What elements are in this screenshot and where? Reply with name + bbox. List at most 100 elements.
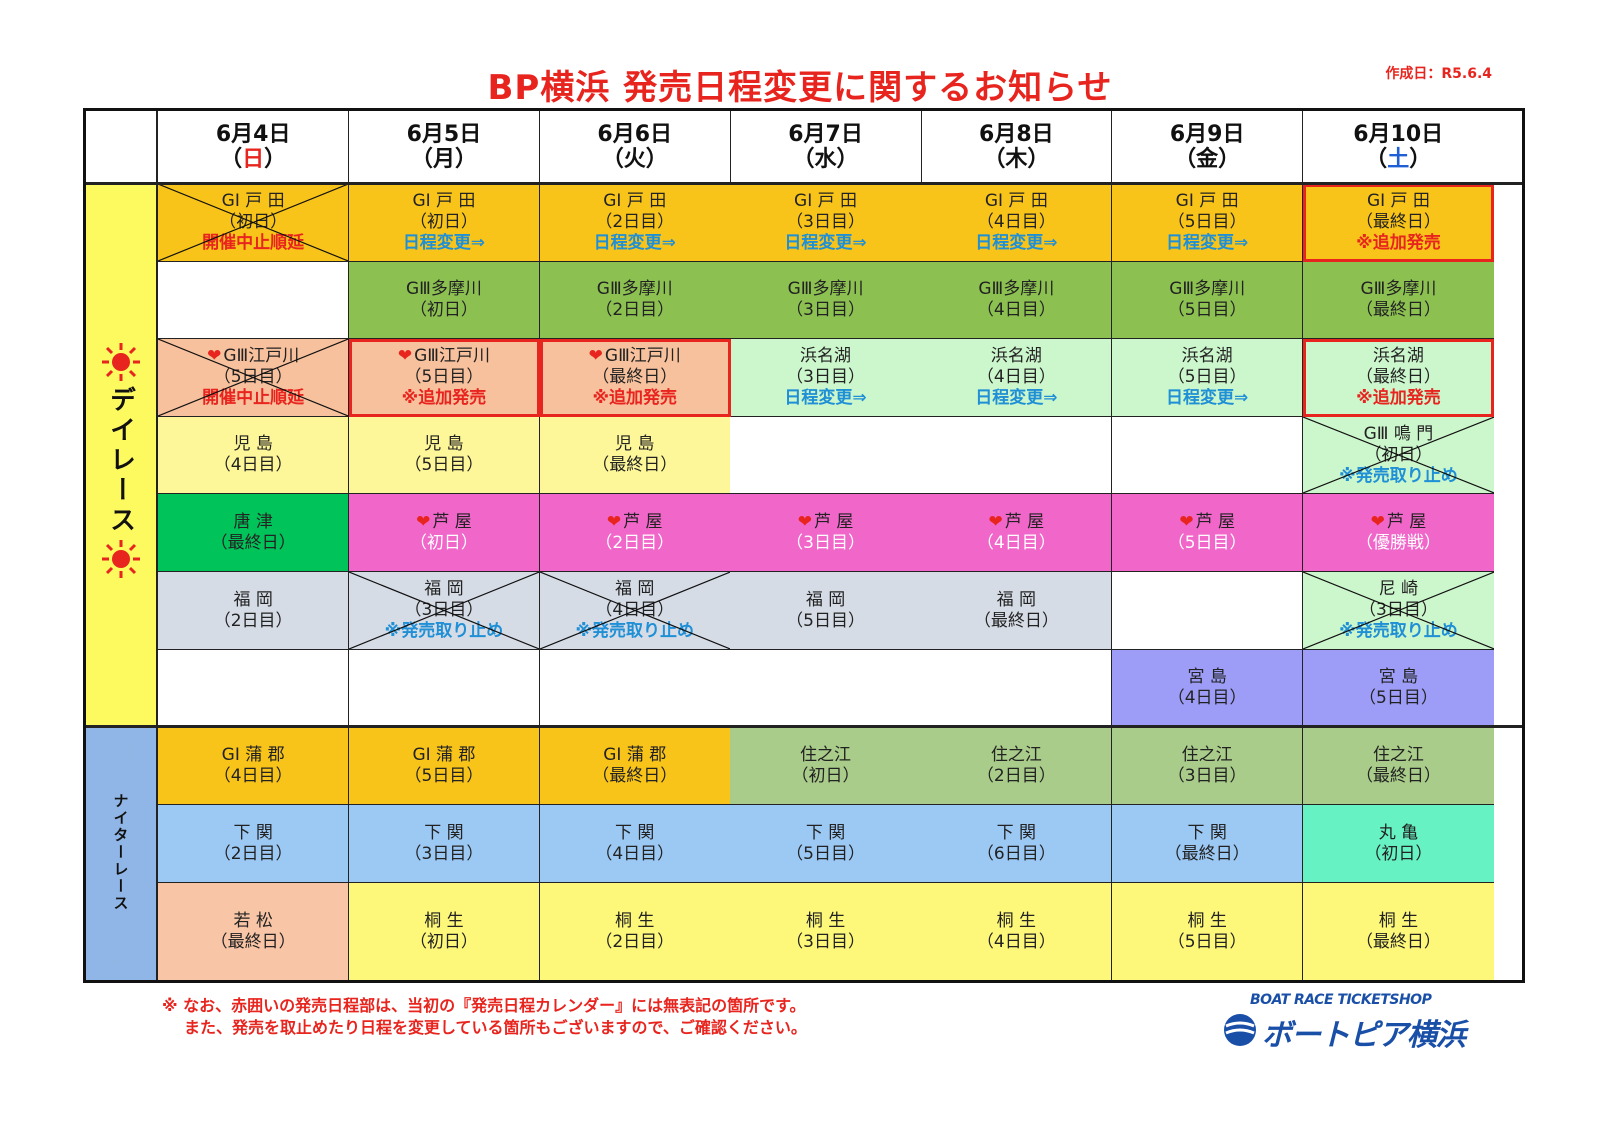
logo-tagline: BOAT RACE TICKETSHOP — [1250, 992, 1432, 1008]
venue-name: 下 関 — [806, 823, 845, 844]
race-day: （4日目） — [976, 212, 1056, 232]
venue-name-text: 芦 屋 — [1195, 511, 1235, 532]
race-cell: 尼 崎（3日目） ※発売取り止め — [1302, 572, 1495, 650]
venue-name-text: 浜名湖 — [1372, 346, 1424, 366]
venue-name: GⅠ 戸 田 — [412, 191, 475, 212]
race-day: （2日目） — [976, 765, 1056, 786]
race-day: （最終日） — [1164, 843, 1250, 864]
schedule-note: ※発売取り止め — [384, 621, 504, 641]
schedule-note: ※発売取り止め — [1339, 465, 1458, 486]
heart-icon: ❤ — [797, 511, 812, 532]
venue-name: ❤ 芦 屋 — [989, 512, 1045, 533]
race-day: （5日目） — [1167, 931, 1247, 952]
venue-name-text: GⅢ多摩川 — [978, 279, 1055, 299]
race-cell: GⅠ 戸 田（2日目） 日程変更⇒ — [539, 184, 731, 262]
empty-cell — [158, 650, 350, 727]
race-cell: 唐 津（最終日） — [158, 494, 350, 572]
race-day: （3日目） — [404, 600, 484, 620]
schedule-note: ※追加発売 — [1356, 233, 1441, 253]
race-day: （初日） — [409, 300, 478, 320]
race-day: （初日） — [791, 765, 860, 786]
race-cell: 下 関（4日目） — [539, 805, 731, 883]
venue-name-text: 芦 屋 — [1386, 511, 1427, 532]
venue-name-text: 福 岡 — [805, 589, 846, 610]
race-cell: 住之江 （最終日） — [1302, 727, 1495, 805]
race-day: （初日） — [409, 931, 478, 952]
race-cell: 児 島（4日目） — [158, 417, 350, 494]
schedule-note: ※追加発売 — [1356, 388, 1441, 408]
race-cell: 桐 生（初日） — [348, 883, 541, 980]
empty-cell — [921, 650, 1113, 727]
venue-name: 浜名湖 — [1182, 346, 1233, 367]
venue-name: ❤ GⅢ江戸川 — [589, 346, 681, 367]
race-day: （4日目） — [213, 765, 293, 786]
venue-name: ❤ GⅢ江戸川 — [207, 346, 299, 367]
race-cell: ❤ 芦 屋（優勝戦） — [1302, 494, 1495, 572]
venue-name: GⅢ多摩川 — [1360, 279, 1436, 300]
race-cell: GⅠ 戸 田（初日） 開催中止順延 — [158, 184, 350, 262]
race-cell: GⅠ 戸 田（4日目） 日程変更⇒ — [921, 184, 1113, 262]
race-day: （優勝戦） — [1355, 532, 1441, 553]
race-cell: ❤ GⅢ江戸川 （5日目） 開催中止順延 — [158, 339, 350, 417]
venue-name: 児 島 — [615, 434, 654, 455]
day-race-sidebar: デイレース — [86, 184, 158, 727]
weekday-char: 金 — [1196, 147, 1219, 172]
race-day: （3日目） — [1359, 600, 1438, 620]
venue-name: GⅢ多摩川 — [978, 279, 1054, 300]
day-date: 6月7日 — [788, 122, 863, 147]
race-day: （2日目） — [595, 931, 675, 952]
venue-name: 福 岡 — [615, 579, 654, 600]
venue-name-text: 児 島 — [424, 434, 464, 454]
venue-name-text: 児 島 — [233, 434, 273, 454]
schedule-note: ※追加発売 — [401, 388, 487, 408]
weekday-char: 月 — [432, 147, 455, 172]
venue-name: 住之江 — [991, 745, 1042, 766]
race-cell: ❤ 芦 屋（4日目） — [921, 494, 1113, 572]
race-day: （2日目） — [213, 843, 293, 864]
venue-name: GⅠ 戸 田 — [1176, 191, 1239, 212]
race-cell: 下 関（2日目） — [158, 805, 350, 883]
day-weekday: （日） — [220, 147, 287, 172]
race-cell: 宮 島（5日目） — [1302, 650, 1495, 727]
race-cell: 桐 生（5日目） — [1112, 883, 1304, 980]
race-cell: GⅢ多摩川 （3日目） — [730, 262, 922, 339]
day-date: 6月9日 — [1169, 122, 1245, 147]
heart-icon: ❤ — [207, 346, 222, 366]
race-day: （5日目） — [1167, 212, 1247, 232]
venue-name: 桐 生 — [997, 911, 1036, 932]
venue-name: GⅢ多摩川 — [1169, 279, 1245, 300]
race-cell: 福 岡（最終日） — [921, 572, 1113, 650]
race-cell: 児 島（5日目） — [348, 417, 541, 494]
race-day: （4日目） — [976, 532, 1056, 553]
wave-logo-icon — [1224, 1014, 1256, 1046]
venue-name-text: 尼 崎 — [1378, 579, 1419, 599]
race-day: （初日） — [409, 212, 478, 232]
race-day: （5日目） — [1167, 300, 1247, 320]
race-cell: 福 岡（3日目） ※発売取り止め — [348, 572, 541, 650]
race-cell: 浜名湖 （5日目） 日程変更⇒ — [1112, 339, 1304, 417]
race-day: （5日目） — [213, 367, 293, 387]
heart-icon: ❤ — [397, 346, 413, 366]
race-day: （最終日） — [592, 367, 678, 387]
night-race-label: ナイターレース — [111, 793, 130, 912]
venue-name: 福 岡 — [424, 579, 463, 600]
race-day: （4日目） — [595, 843, 675, 864]
race-day: （5日目） — [1167, 367, 1247, 387]
race-cell: GⅠ 蒲 郡（5日目） — [348, 727, 541, 805]
race-cell: ❤ 芦 屋（初日） — [348, 494, 541, 572]
venue-name-text: GⅢ多摩川 — [1169, 279, 1246, 299]
day-header: 6月8日 （木） — [921, 111, 1113, 184]
venue-name: GⅢ 鳴 門 — [1364, 424, 1434, 445]
venue-name: 下 関 — [1187, 823, 1226, 844]
schedule-note: 日程変更⇒ — [975, 233, 1058, 253]
venue-name: 若 松 — [233, 911, 272, 932]
venue-name-text: GⅢ江戸川 — [223, 346, 300, 366]
race-cell: GⅠ 戸 田（初日） 日程変更⇒ — [348, 184, 541, 262]
venue-name: 桐 生 — [1187, 911, 1226, 932]
race-cell: GⅢ多摩川 （2日目） — [539, 262, 731, 339]
venue-name-text: 桐 生 — [805, 910, 846, 931]
venue-name-text: 桐 生 — [996, 910, 1037, 931]
schedule-note: 日程変更⇒ — [1166, 388, 1249, 408]
race-day: （3日目） — [1167, 765, 1247, 786]
schedule-note: ※発売取り止め — [1339, 621, 1458, 641]
